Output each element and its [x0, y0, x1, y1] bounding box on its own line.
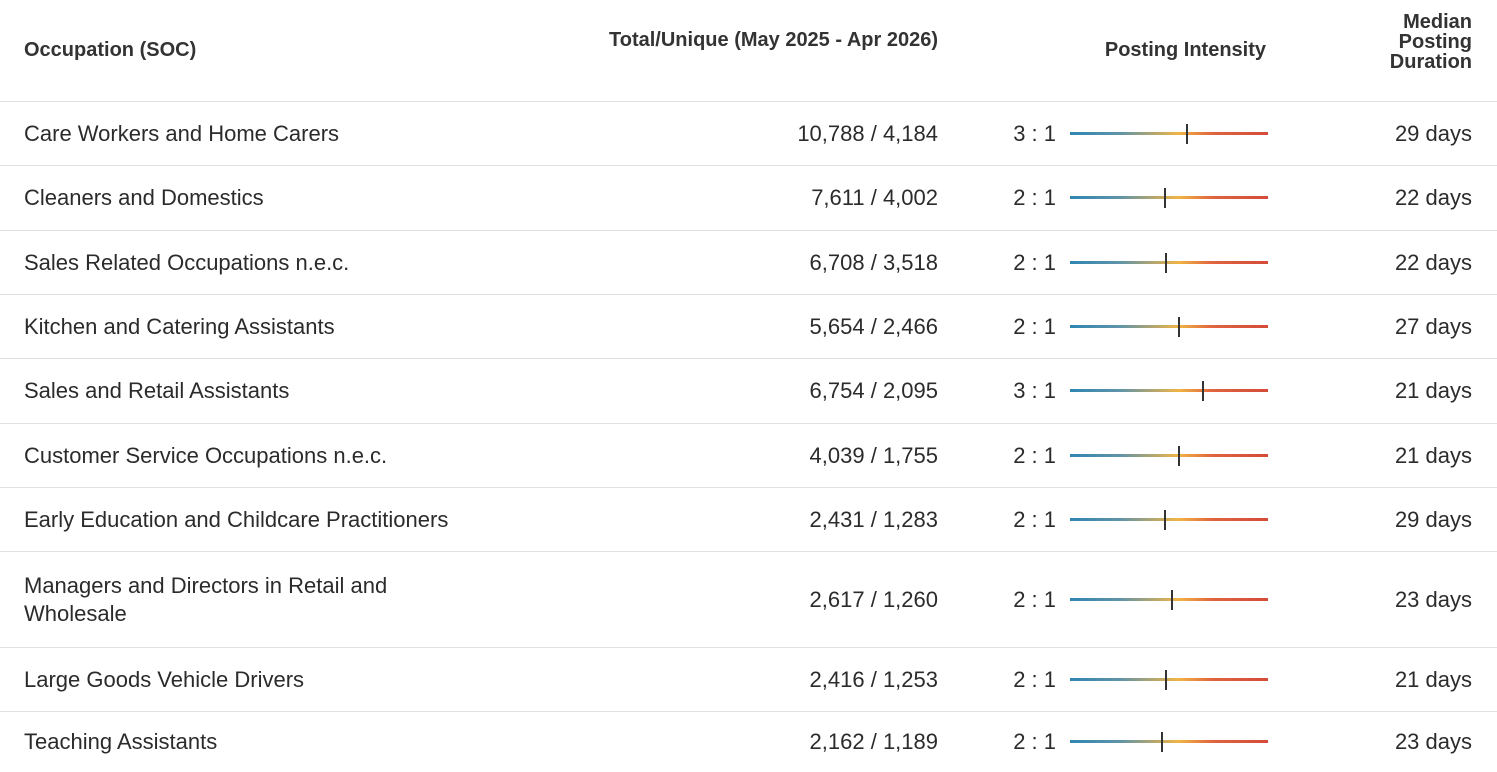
- table-row: Cleaners and Domestics 7,611 / 4,002 2 : 1…: [0, 166, 1497, 231]
- header-cell: Posting Intensity: [1104, 39, 1266, 61]
- duration-cell: 29 days: [1394, 120, 1472, 146]
- intensity-bar: [1070, 380, 1268, 402]
- intensity-marker: [1165, 669, 1168, 690]
- total-unique-cell: 2,416 / 1,253: [809, 666, 938, 692]
- intensity-track: [1070, 677, 1268, 681]
- table-row: Large Goods Vehicle Drivers 2,416 / 1,253…: [0, 648, 1497, 712]
- ratio-cell: 2 : 1: [1013, 185, 1056, 210]
- intensity-track: [1070, 260, 1268, 264]
- occupation-cell: Sales Related Occupations n.e.c.: [24, 249, 350, 275]
- intensity-track: [1070, 324, 1268, 328]
- duration-cell: 23 days: [1394, 586, 1472, 612]
- total-unique-cell: 4,039 / 1,755: [809, 442, 938, 468]
- table-row: Care Workers and Home Carers 10,788 / 4,1…: [0, 102, 1497, 166]
- total-unique-cell: 6,754 / 2,095: [809, 378, 938, 403]
- occupation-cell: Large Goods Vehicle Drivers: [24, 666, 305, 692]
- total-unique-cell: 2,162 / 1,189: [809, 728, 938, 754]
- intensity-bar: [1070, 187, 1268, 209]
- occupation-cell: Sales and Retail Assistants: [24, 378, 290, 403]
- intensity-track: [1070, 597, 1268, 601]
- duration-cell: 22 days: [1394, 185, 1472, 210]
- table-row: Teaching Assistants 2,162 / 1,189 2 : 1 23 …: [0, 712, 1497, 771]
- intensity-marker: [1164, 188, 1167, 208]
- intensity-track: [1070, 453, 1268, 457]
- intensity-track: [1070, 196, 1268, 199]
- intensity-track: [1070, 131, 1268, 135]
- total-unique-cell: 10,788 / 4,184: [797, 120, 938, 146]
- occupation-cell: Early Education and Childcare Practition…: [24, 506, 449, 532]
- intensity-bar: [1070, 669, 1268, 691]
- ratio-cell: 3 : 1: [1013, 378, 1056, 403]
- duration-cell: 21 days: [1394, 378, 1472, 403]
- occupation-cell: Cleaners and Domestics: [24, 185, 264, 210]
- ratio-cell: 2 : 1: [1013, 442, 1056, 468]
- duration-cell: 22 days: [1394, 249, 1472, 275]
- duration-cell: 27 days: [1394, 313, 1472, 339]
- total-unique-cell: 5,654 / 2,466: [809, 313, 938, 339]
- intensity-marker: [1170, 589, 1173, 610]
- intensity-bar: [1070, 252, 1268, 274]
- intensity-marker: [1177, 445, 1180, 466]
- intensity-track: [1070, 517, 1268, 521]
- occupation-cell: Customer Service Occupations n.e.c.: [24, 442, 388, 468]
- table-row: Customer Service Occupations n.e.c. 4,039…: [0, 424, 1497, 488]
- header-row: Occupation (SOC) Total/Unique (May 2025 …: [0, 0, 1497, 102]
- intensity-marker: [1186, 123, 1189, 144]
- intensity-marker: [1202, 381, 1204, 401]
- ratio-cell: 2 : 1: [1013, 586, 1056, 612]
- intensity-track: [1070, 389, 1268, 392]
- total-unique-cell: 2,617 / 1,260: [809, 586, 938, 612]
- ratio-cell: 2 : 1: [1013, 249, 1056, 275]
- header-cell: Occupation (SOC): [24, 39, 197, 61]
- table-row: Managers and Directors in Retail and Who…: [0, 552, 1497, 648]
- ratio-cell: 2 : 1: [1013, 666, 1056, 692]
- occupation-cell: Kitchen and Catering Assistants: [24, 313, 335, 339]
- total-unique-cell: 6,708 / 3,518: [809, 249, 938, 275]
- ratio-cell: 2 : 1: [1013, 313, 1056, 339]
- occupation-cell: Care Workers and Home Carers: [24, 120, 340, 146]
- occupation-cell: Teaching Assistants: [24, 728, 218, 754]
- intensity-bar: [1070, 316, 1268, 338]
- intensity-bar: [1070, 589, 1268, 611]
- intensity-bar: [1070, 731, 1268, 753]
- table-row: Kitchen and Catering Assistants 5,654 / 2…: [0, 295, 1497, 359]
- intensity-marker: [1161, 731, 1164, 752]
- ratio-cell: 2 : 1: [1013, 728, 1056, 754]
- duration-cell: 29 days: [1394, 506, 1472, 532]
- occupation-cell: Managers and Directors in Retail and Who…: [24, 572, 388, 626]
- ratio-cell: 3 : 1: [1013, 120, 1056, 146]
- header-cell: Total/Unique (May 2025 - Apr 2026): [609, 29, 938, 51]
- duration-cell: 21 days: [1394, 666, 1472, 692]
- table-row: Sales Related Occupations n.e.c. 6,708 / …: [0, 231, 1497, 295]
- intensity-bar: [1070, 509, 1268, 531]
- intensity-marker: [1163, 509, 1166, 530]
- total-unique-cell: 7,611 / 4,002: [811, 185, 938, 210]
- ratio-cell: 2 : 1: [1013, 506, 1056, 532]
- header-cell: Median Posting Duration: [1389, 11, 1472, 73]
- intensity-marker: [1164, 252, 1167, 273]
- intensity-bar: [1070, 445, 1268, 467]
- table-row: Early Education and Childcare Practition…: [0, 488, 1497, 552]
- duration-cell: 21 days: [1394, 442, 1472, 468]
- duration-cell: 23 days: [1394, 728, 1472, 754]
- intensity-bar: [1070, 123, 1268, 145]
- intensity-marker: [1177, 316, 1180, 337]
- total-unique-cell: 2,431 / 1,283: [809, 506, 938, 532]
- table-row: Sales and Retail Assistants 6,754 / 2,095…: [0, 359, 1497, 424]
- intensity-track: [1070, 739, 1268, 743]
